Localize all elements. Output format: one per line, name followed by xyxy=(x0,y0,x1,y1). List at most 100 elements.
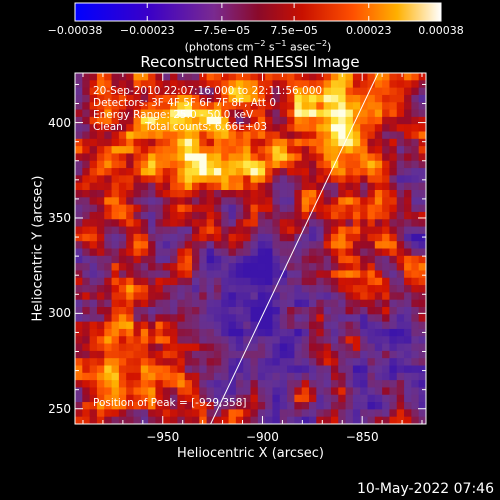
heatmap-cell xyxy=(126,87,134,96)
heatmap-cell xyxy=(155,102,164,110)
heatmap-cell xyxy=(235,402,244,410)
heatmap-cell xyxy=(75,153,83,162)
heatmap-cell xyxy=(279,285,288,293)
heatmap-cell xyxy=(96,380,105,388)
heatmap-cell xyxy=(148,182,156,191)
heatmap-cell xyxy=(389,314,398,323)
heatmap-cell xyxy=(148,138,156,147)
heatmap-cell xyxy=(155,307,164,315)
heatmap-cell xyxy=(221,241,229,249)
heatmap-cell xyxy=(243,131,251,140)
heatmap-cell xyxy=(411,109,420,118)
heatmap-cell xyxy=(352,343,361,352)
heatmap-cell xyxy=(250,146,259,154)
y-tick-label: 300 xyxy=(48,306,71,321)
heatmap-cell xyxy=(287,416,295,424)
heatmap-cell xyxy=(316,270,325,279)
heatmap-cell xyxy=(396,190,405,198)
heatmap-cell xyxy=(257,343,266,352)
heatmap-cell xyxy=(140,211,149,220)
heatmap-cell xyxy=(294,233,303,242)
heatmap-cell xyxy=(184,380,193,388)
heatmap-cell xyxy=(272,226,281,235)
heatmap-cell xyxy=(162,87,171,96)
heatmap-cell xyxy=(199,328,208,337)
heatmap-cell xyxy=(235,131,244,140)
heatmap-cell xyxy=(294,263,303,271)
heatmap-cell xyxy=(228,314,237,323)
heatmap-cell xyxy=(104,321,112,330)
heatmap-cell xyxy=(389,402,398,410)
heatmap-cell xyxy=(170,197,178,206)
heatmap-cell xyxy=(374,138,383,147)
heatmap-cell xyxy=(184,292,193,301)
heatmap-cell xyxy=(140,321,149,330)
heatmap-cell xyxy=(279,394,288,403)
heatmap-cell xyxy=(323,255,332,264)
heatmap-cell xyxy=(279,102,288,110)
heatmap-cell xyxy=(418,94,426,103)
heatmap-cell xyxy=(418,116,426,125)
heatmap-cell xyxy=(170,409,178,418)
heatmap-cell xyxy=(148,168,156,176)
heatmap-cell xyxy=(126,402,134,410)
heatmap-cell xyxy=(148,299,156,308)
heatmap-cell xyxy=(82,365,91,374)
heatmap-cell xyxy=(367,270,376,279)
heatmap-cell xyxy=(104,350,112,359)
heatmap-cell xyxy=(133,255,142,264)
heatmap-cell xyxy=(323,116,332,125)
heatmap-cell xyxy=(287,131,295,140)
heatmap-cell xyxy=(404,380,412,388)
heatmap-cell xyxy=(155,73,164,81)
heatmap-cell xyxy=(345,182,354,191)
heatmap-cell xyxy=(330,343,339,352)
heatmap-cell xyxy=(170,358,178,366)
heatmap-cell xyxy=(265,102,273,110)
heatmap-cell xyxy=(294,343,303,352)
heatmap-cell xyxy=(257,409,266,418)
heatmap-cell xyxy=(374,109,383,118)
heatmap-cell xyxy=(170,153,178,162)
heatmap-cell xyxy=(82,131,91,140)
heatmap-cell xyxy=(396,219,405,227)
heatmap-cell xyxy=(89,241,98,249)
heatmap-cell xyxy=(148,109,156,118)
heatmap-cell xyxy=(396,175,405,184)
heatmap-cell xyxy=(118,307,127,315)
heatmap-cell xyxy=(221,248,229,257)
heatmap-cell xyxy=(192,219,200,227)
heatmap-cell xyxy=(162,109,171,118)
heatmap-cell xyxy=(287,233,295,242)
heatmap-cell xyxy=(404,350,412,359)
heatmap-cell xyxy=(287,380,295,388)
heatmap-cell xyxy=(148,204,156,213)
heatmap-cell xyxy=(360,226,368,235)
heatmap-cell xyxy=(360,146,368,154)
heatmap-cell xyxy=(279,168,288,176)
heatmap-cell xyxy=(316,219,325,227)
heatmap-cell xyxy=(279,299,288,308)
heatmap-cell xyxy=(367,402,376,410)
heatmap-cell xyxy=(382,285,390,293)
heatmap-cell xyxy=(265,190,273,198)
heatmap-cell xyxy=(96,226,105,235)
heatmap-cell xyxy=(89,233,98,242)
heatmap-cell xyxy=(243,124,251,132)
heatmap-cell xyxy=(272,87,281,96)
heatmap-cell xyxy=(374,350,383,359)
heatmap-cell xyxy=(316,292,325,301)
heatmap-cell xyxy=(162,124,171,132)
heatmap-cell xyxy=(367,343,376,352)
heatmap-cell xyxy=(192,328,200,337)
heatmap-cell xyxy=(382,307,390,315)
heatmap-cell xyxy=(418,138,426,147)
heatmap-cell xyxy=(243,328,251,337)
heatmap-cell xyxy=(309,263,317,271)
heatmap-cell xyxy=(287,248,295,257)
heatmap-cell xyxy=(287,168,295,176)
heatmap-cell xyxy=(96,365,105,374)
heatmap-cell xyxy=(199,387,208,396)
heatmap-cell xyxy=(330,372,339,381)
heatmap-cell xyxy=(250,138,259,147)
